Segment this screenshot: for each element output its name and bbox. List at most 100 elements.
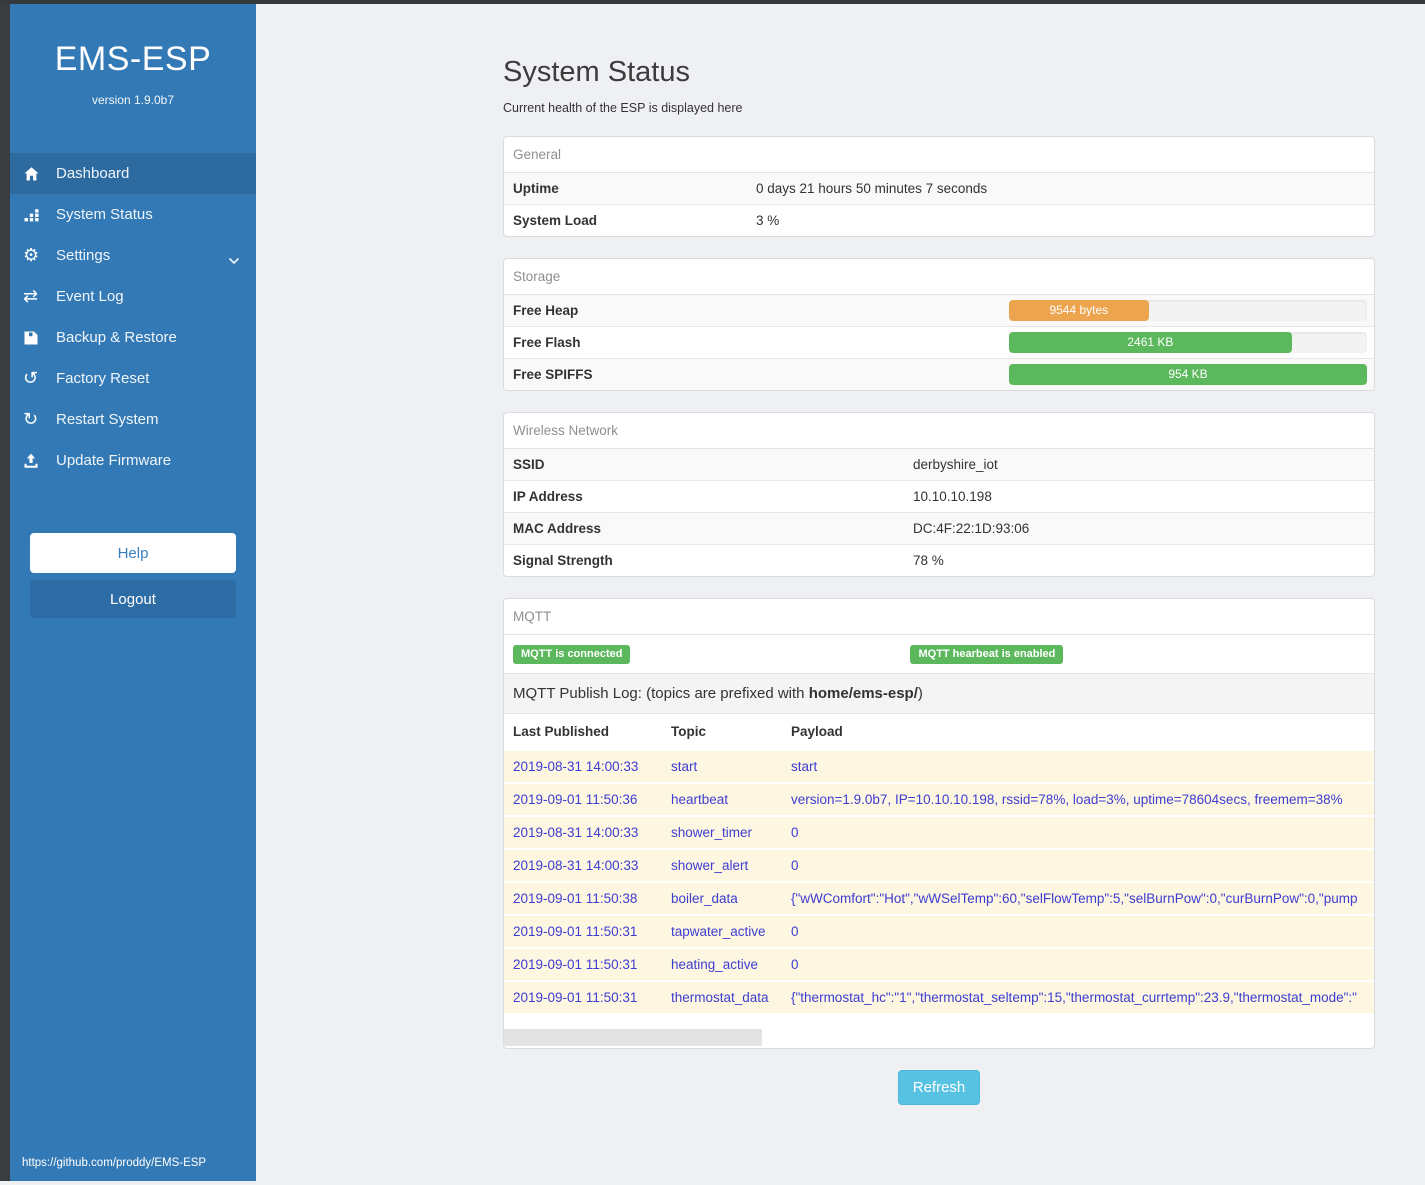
storage-card: Storage Free Heap 9544 bytes Free Flash …	[503, 258, 1375, 391]
sidebar-item-label: Dashboard	[56, 165, 130, 182]
mqtt-card-header: MQTT	[504, 599, 1374, 635]
free-spiffs-progress-track: 954 KB	[1009, 364, 1367, 385]
ssid-label: SSID	[513, 457, 545, 472]
mac-address-label: MAC Address	[513, 521, 602, 536]
free-heap-row: Free Heap 9544 bytes	[504, 295, 1374, 326]
chevron-down-icon	[228, 252, 240, 269]
free-flash-row: Free Flash 2461 KB	[504, 326, 1374, 358]
free-spiffs-progress-bar: 954 KB	[1009, 364, 1367, 385]
ip-address-value: 10.10.10.198	[913, 489, 992, 504]
log-payload: 0	[791, 858, 799, 873]
system-load-label: System Load	[513, 213, 598, 228]
refresh-icon: ↻	[23, 408, 39, 430]
refresh-button[interactable]: Refresh	[897, 1070, 981, 1105]
sidebar-item-label: Restart System	[56, 411, 159, 428]
mac-address-value: DC:4F:22:1D:93:06	[913, 521, 1030, 536]
free-spiffs-row: Free SPIFFS 954 KB	[504, 358, 1374, 390]
table-row: 2019-09-01 11:50:31 tapwater_active 0	[504, 914, 1374, 947]
ssid-value: derbyshire_iot	[913, 457, 998, 472]
app-version: version 1.9.0b7	[91, 93, 175, 107]
sidebar-item-restart-system[interactable]: ↻ Restart System	[10, 399, 256, 440]
horizontal-scrollbar-thumb[interactable]	[504, 1029, 762, 1046]
main-area: System Status Current health of the ESP …	[256, 4, 1425, 1185]
table-row: 2019-09-01 11:50:36 heartbeat version=1.…	[504, 782, 1374, 815]
sidebar-item-system-status[interactable]: System Status	[10, 194, 256, 235]
mac-address-row: MAC Address DC:4F:22:1D:93:06	[504, 512, 1374, 544]
undo-icon: ↺	[23, 367, 39, 389]
col-header-payload: Payload	[791, 724, 843, 739]
log-topic: heating_active	[671, 957, 759, 972]
mqtt-publish-log-caption: MQTT Publish Log: (topics are prefixed w…	[504, 673, 1374, 713]
log-time: 2019-09-01 11:50:36	[513, 792, 638, 807]
sidebar: EMS-ESP version 1.9.0b7 Dashboard System…	[10, 4, 256, 1181]
ip-address-row: IP Address 10.10.10.198	[504, 480, 1374, 512]
sidebar-item-label: Event Log	[56, 288, 124, 305]
table-row: 2019-08-31 14:00:33 shower_alert 0	[504, 848, 1374, 881]
uptime-value: 0 days 21 hours 50 minutes 7 seconds	[756, 181, 988, 196]
gear-icon: ⚙	[23, 244, 40, 266]
sidebar-item-label: Settings	[56, 247, 111, 264]
publish-log-prefix: MQTT Publish Log: (topics are prefixed w…	[513, 685, 809, 702]
mqtt-heartbeat-badge: MQTT hearbeat is enabled	[910, 644, 1064, 664]
sidebar-item-label: System Status	[56, 206, 153, 223]
sidebar-item-update-firmware[interactable]: Update Firmware	[10, 440, 256, 481]
log-payload: 0	[791, 957, 799, 972]
storage-card-header: Storage	[504, 259, 1374, 295]
save-icon	[23, 330, 56, 346]
table-row: 2019-08-31 14:00:33 shower_timer 0	[504, 815, 1374, 848]
log-time: 2019-09-01 11:50:31	[513, 990, 638, 1005]
log-time: 2019-09-01 11:50:31	[513, 957, 638, 972]
window-top-edge	[0, 0, 1425, 4]
horizontal-scrollbar	[504, 1029, 1374, 1046]
table-row: 2019-09-01 11:50:38 boiler_data {"wWComf…	[504, 881, 1374, 914]
publish-log-suffix: )	[917, 685, 923, 702]
free-spiffs-label: Free SPIFFS	[513, 367, 593, 382]
log-payload: start	[791, 759, 818, 774]
window-left-edge	[0, 0, 10, 1181]
system-load-row: System Load 3 %	[504, 204, 1374, 236]
upload-icon	[23, 453, 56, 469]
general-card: General Uptime 0 days 21 hours 50 minute…	[503, 136, 1375, 237]
sidebar-item-factory-reset[interactable]: ↺ Factory Reset	[10, 358, 256, 399]
sidebar-item-dashboard[interactable]: Dashboard	[10, 153, 256, 194]
signal-strength-value: 78 %	[913, 553, 944, 568]
signal-strength-label: Signal Strength	[513, 553, 613, 568]
sidebar-item-label: Update Firmware	[56, 452, 172, 469]
log-payload: 0	[791, 924, 799, 939]
free-heap-progress-bar: 9544 bytes	[1009, 300, 1149, 321]
sidebar-item-label: Factory Reset	[56, 370, 150, 387]
help-button[interactable]: Help	[30, 533, 236, 573]
free-flash-progress-track: 2461 KB	[1009, 332, 1367, 353]
mqtt-card: MQTT MQTT is connected MQTT hearbeat is …	[503, 598, 1375, 1049]
signal-strength-row: Signal Strength 78 %	[504, 544, 1374, 576]
system-load-value: 3 %	[756, 213, 780, 228]
log-topic: tapwater_active	[671, 924, 766, 939]
app-title: EMS-ESP	[54, 40, 212, 78]
log-topic: shower_alert	[671, 858, 749, 873]
home-icon	[23, 166, 56, 182]
free-heap-progress-track: 9544 bytes	[1009, 300, 1367, 321]
ssid-row: SSID derbyshire_iot	[504, 449, 1374, 480]
log-payload: 0	[791, 825, 799, 840]
wireless-card: Wireless Network SSID derbyshire_iot IP …	[503, 412, 1375, 577]
sidebar-item-event-log[interactable]: ⇄ Event Log	[10, 276, 256, 317]
col-header-topic: Topic	[671, 724, 706, 739]
github-footer-link[interactable]: https://github.com/proddy/EMS-ESP	[22, 1157, 207, 1169]
publish-log-topic-prefix: home/ems-esp/	[808, 685, 918, 702]
log-time: 2019-08-31 14:00:33	[513, 858, 639, 873]
log-time: 2019-09-01 11:50:31	[513, 924, 638, 939]
free-heap-label: Free Heap	[513, 303, 579, 318]
sidebar-nav: Dashboard System Status ⚙ Settings ⇄ Eve…	[10, 153, 256, 481]
logout-button[interactable]: Logout	[30, 580, 236, 618]
log-time: 2019-09-01 11:50:38	[513, 891, 638, 906]
mqtt-connected-badge: MQTT is connected	[513, 644, 631, 664]
table-row: 2019-09-01 11:50:31 heating_active 0	[504, 947, 1374, 980]
free-flash-progress-bar: 2461 KB	[1009, 332, 1292, 353]
col-header-last-published: Last Published	[513, 724, 610, 739]
log-topic: boiler_data	[671, 891, 738, 906]
log-payload: {"wWComfort":"Hot","wWSelTemp":60,"selFl…	[791, 891, 1358, 906]
log-topic: thermostat_data	[671, 990, 769, 1005]
sidebar-item-settings[interactable]: ⚙ Settings	[10, 235, 256, 276]
sidebar-item-backup-restore[interactable]: Backup & Restore	[10, 317, 256, 358]
uptime-label: Uptime	[513, 181, 559, 196]
